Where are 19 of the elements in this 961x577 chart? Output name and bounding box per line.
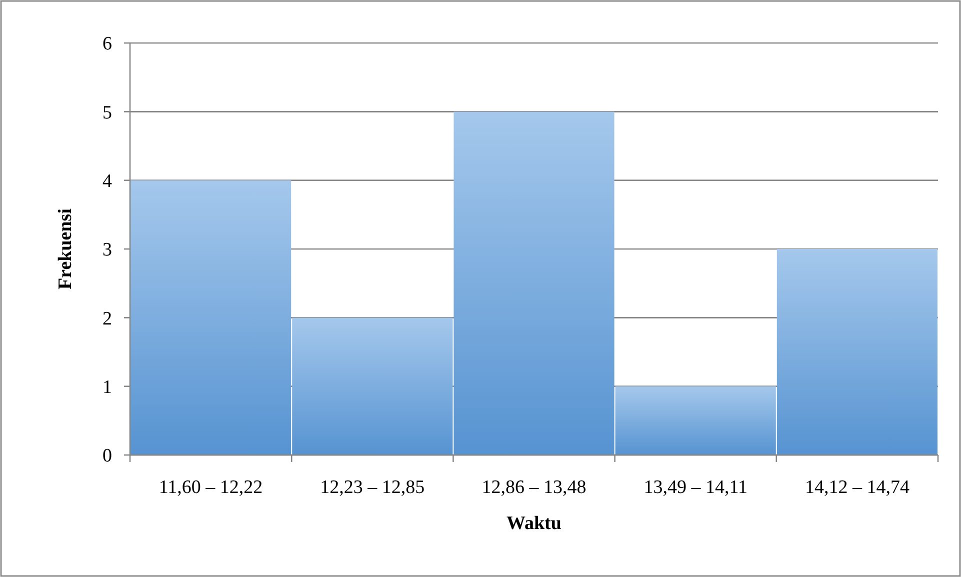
bar	[776, 249, 938, 455]
bar	[615, 386, 776, 455]
y-tick-label: 1	[102, 376, 112, 398]
bar	[292, 318, 453, 455]
x-tick-label: 11,60 – 12,22	[158, 477, 263, 498]
bar	[130, 180, 292, 455]
y-tick-label: 4	[102, 170, 112, 192]
x-axis-title: Waktu	[506, 513, 562, 534]
x-tick-label: 12,86 – 13,48	[482, 477, 586, 498]
x-tick-label: 14,12 – 14,74	[804, 477, 910, 498]
y-axis-title: Frekuensi	[55, 208, 76, 290]
x-tick-label: 13,49 – 14,11	[644, 477, 748, 498]
y-tick-label: 5	[102, 102, 112, 124]
y-tick-label: 2	[102, 308, 112, 330]
y-tick-label: 3	[102, 240, 112, 261]
x-tick-label: 12,23 – 12,85	[320, 477, 425, 498]
bar	[454, 112, 614, 455]
y-tick-label: 0	[102, 446, 112, 467]
y-tick-label: 6	[102, 34, 112, 55]
